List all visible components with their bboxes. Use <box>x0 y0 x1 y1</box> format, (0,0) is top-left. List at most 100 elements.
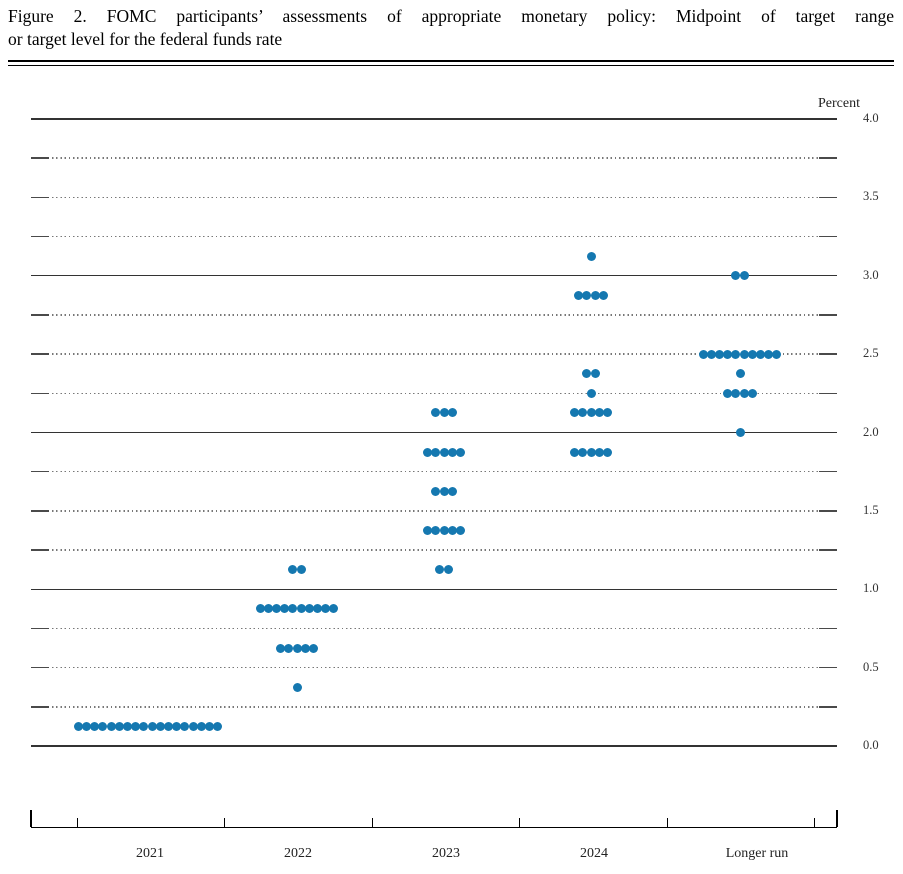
gridline-dotted <box>31 235 837 238</box>
dot <box>747 349 757 359</box>
gridline-dotted <box>31 549 837 551</box>
gridline-left-tick <box>31 706 49 708</box>
gridline-right-tick <box>819 510 837 512</box>
dot <box>439 525 449 535</box>
dot <box>272 604 281 614</box>
dot <box>329 604 339 614</box>
gridline-right-tick <box>819 706 837 708</box>
gridline-dotted <box>31 706 837 708</box>
gridline-right-tick <box>819 549 837 551</box>
dot <box>747 388 757 398</box>
dot <box>447 408 457 418</box>
dot <box>447 486 457 496</box>
dot <box>756 349 765 359</box>
x-axis-end-tick <box>836 810 838 827</box>
dot <box>292 682 302 692</box>
y-axis-tick-label: 3.5 <box>863 189 879 204</box>
x-axis-tick <box>371 818 373 827</box>
x-axis-tick <box>518 818 520 827</box>
gridline-solid <box>31 118 837 120</box>
gridline-left-tick <box>31 666 49 669</box>
gridline-dotted <box>31 353 837 355</box>
gridline-left-tick <box>31 510 49 512</box>
dot <box>586 388 596 398</box>
x-axis-category-label: 2021 <box>136 846 164 861</box>
dot <box>288 565 298 575</box>
gridline-dotted <box>31 196 837 199</box>
gridline-left-tick <box>31 392 49 394</box>
dot <box>447 525 457 535</box>
dot <box>431 486 441 496</box>
y-axis-tick-label: 0.0 <box>863 738 879 752</box>
dot <box>598 290 608 300</box>
dot <box>723 349 733 359</box>
dot <box>586 251 596 261</box>
gridline-left-tick <box>31 196 49 199</box>
y-axis-tick-label: 1.5 <box>863 502 879 517</box>
x-axis-tick <box>76 818 78 827</box>
dot <box>574 290 584 300</box>
dot <box>288 604 298 614</box>
x-axis-category-label: 2023 <box>432 846 460 861</box>
dot <box>731 388 741 398</box>
dot <box>739 271 749 281</box>
dot <box>73 721 83 731</box>
gridline-left-tick <box>31 353 49 355</box>
dot <box>594 447 604 457</box>
dot <box>147 721 157 731</box>
dot <box>423 525 433 535</box>
dot <box>98 721 108 731</box>
gridline-right-tick <box>819 666 837 669</box>
dot <box>423 447 433 457</box>
dot <box>447 447 457 457</box>
dot <box>131 721 141 731</box>
dot <box>90 721 100 731</box>
dot <box>570 447 580 457</box>
dot <box>698 349 708 359</box>
dot <box>188 721 198 731</box>
gridline-right-tick <box>819 392 837 394</box>
y-axis-unit-label: Percent <box>818 96 860 111</box>
dot <box>292 643 302 653</box>
dot <box>602 408 612 418</box>
gridline-left-tick <box>31 314 49 316</box>
dot <box>590 369 600 379</box>
gridline-dotted <box>31 627 837 630</box>
gridline-dotted <box>31 470 837 473</box>
gridline-right-tick <box>819 196 837 199</box>
dot <box>313 604 322 614</box>
gridline-left-tick <box>31 157 49 159</box>
dot <box>578 408 588 418</box>
dot <box>772 349 782 359</box>
x-axis-tick <box>813 818 815 827</box>
dot <box>321 604 331 614</box>
gridline-right-tick <box>819 353 837 355</box>
x-axis-category-label: Longer run <box>725 846 789 861</box>
gridline-solid <box>31 745 837 747</box>
y-axis-tick-label: 2.5 <box>863 346 879 361</box>
gridline-dotted <box>31 510 837 512</box>
x-axis-end-tick <box>30 810 32 827</box>
dot <box>590 290 600 300</box>
gridline-left-tick <box>31 549 49 551</box>
dot <box>276 643 286 653</box>
dot <box>586 447 596 457</box>
dot <box>284 643 294 653</box>
x-axis-category-label: 2024 <box>580 846 608 861</box>
x-axis-line <box>31 827 837 829</box>
dot <box>582 290 592 300</box>
dot <box>739 388 749 398</box>
dot <box>180 721 190 731</box>
gridline-left-tick <box>31 235 49 238</box>
dot <box>455 447 465 457</box>
gridline-solid <box>31 275 837 277</box>
figure-title-line2: or target level for the federal funds ra… <box>8 29 283 50</box>
dot <box>280 604 290 614</box>
y-axis-tick-label: 2.0 <box>863 424 879 439</box>
y-axis-tick-label: 0.5 <box>863 659 879 674</box>
dot <box>431 525 441 535</box>
figure-title: Figure 2. FOMC participants’ assessments… <box>8 5 894 51</box>
figure-title-line1: Figure 2. FOMC participants’ assessments… <box>8 6 894 26</box>
gridline-dotted <box>31 392 837 394</box>
